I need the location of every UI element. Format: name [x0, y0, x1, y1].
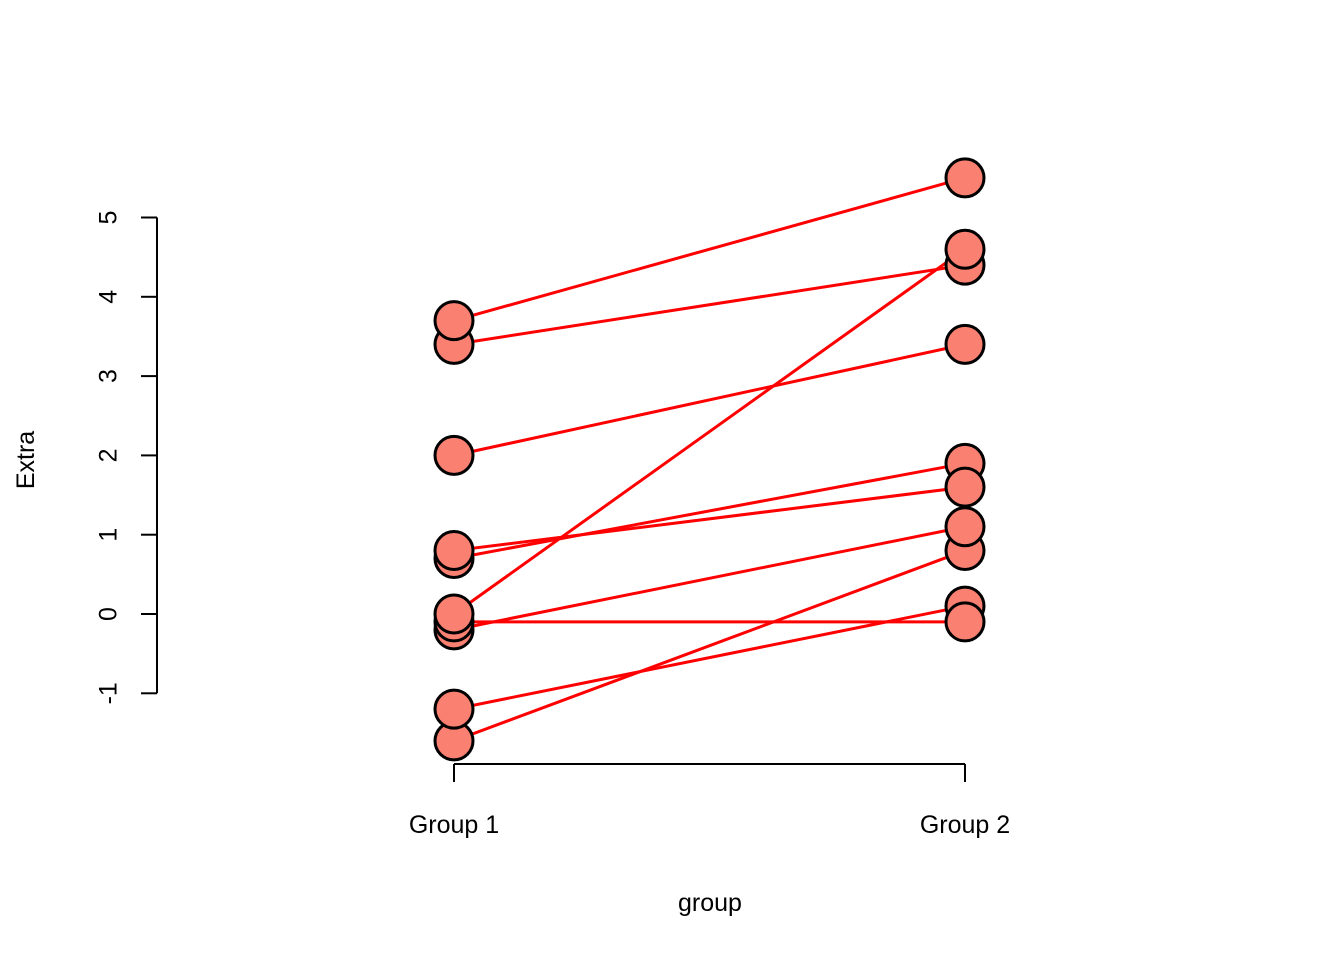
- y-axis-title: Extra: [12, 431, 40, 489]
- pair-line: [453, 263, 966, 346]
- pair-line: [453, 525, 966, 632]
- data-point: [944, 601, 986, 643]
- y-tick-label: 4: [95, 290, 123, 304]
- y-tick-label: 0: [95, 607, 123, 621]
- pair-line: [453, 485, 966, 553]
- data-point: [944, 323, 986, 365]
- data-point: [433, 688, 475, 730]
- pair-lines: [453, 176, 966, 743]
- pair-line: [453, 247, 966, 616]
- data-point: [433, 300, 475, 342]
- pair-line: [453, 549, 966, 743]
- x-tick-label: Group 1: [409, 811, 499, 839]
- data-points: [433, 157, 986, 762]
- data-point: [433, 530, 475, 572]
- data-point: [944, 506, 986, 548]
- data-point: [944, 466, 986, 508]
- data-point: [433, 593, 475, 635]
- y-tick-label: -1: [95, 682, 123, 704]
- x-axis-title: group: [678, 889, 742, 917]
- data-point: [433, 434, 475, 476]
- y-tick-label: 2: [95, 448, 123, 462]
- x-axis: Group 1 Group 2: [409, 763, 1010, 839]
- x-tick-label: Group 2: [920, 811, 1010, 839]
- y-tick-label: 3: [95, 369, 123, 383]
- pair-line: [453, 342, 966, 457]
- y-axis: -1 0 1 2 3 4 5: [95, 211, 158, 704]
- pair-line: [453, 176, 966, 323]
- data-point: [944, 157, 986, 199]
- data-point: [944, 228, 986, 270]
- y-tick-label: 1: [95, 528, 123, 542]
- y-tick-label: 5: [95, 211, 123, 225]
- pair-line: [453, 461, 966, 560]
